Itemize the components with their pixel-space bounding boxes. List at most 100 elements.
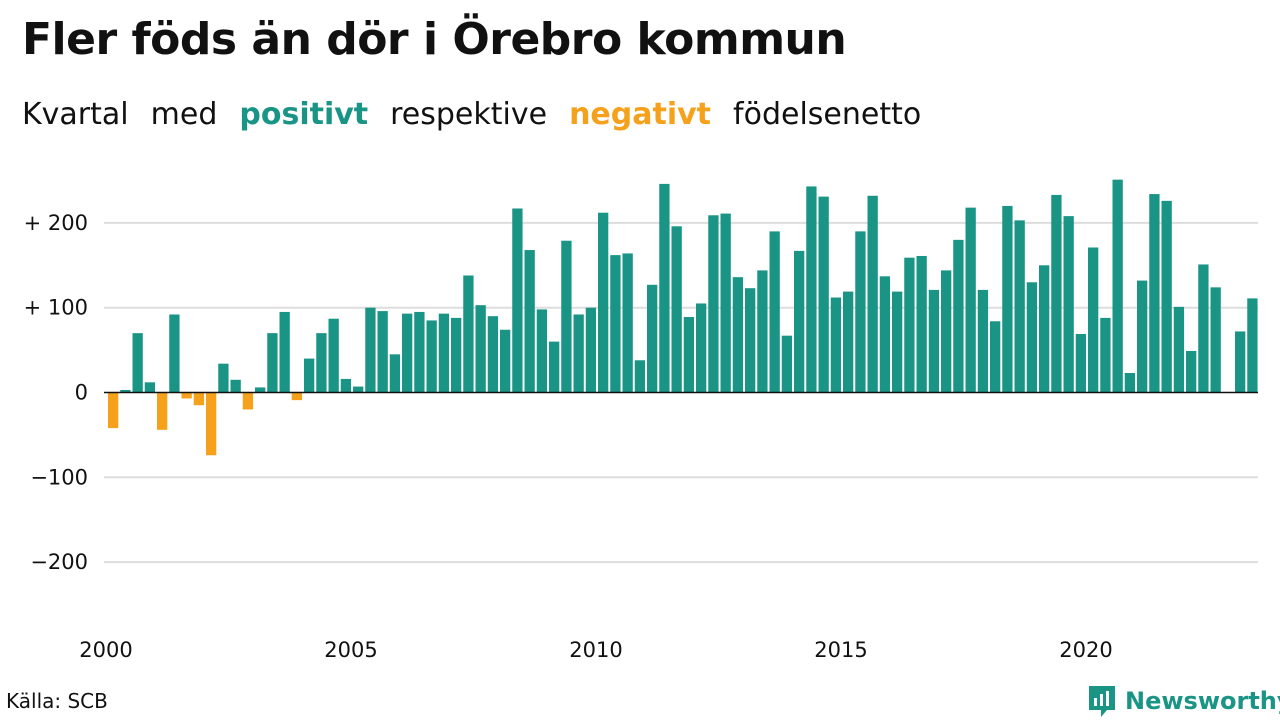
bar-positive xyxy=(977,289,989,393)
axis-labels: + 200 + 100 0 −100 −200 2000 2005 2010 2015 2020 xyxy=(24,211,1113,662)
subtitle-part-3: respektive xyxy=(390,97,548,132)
negative-legend-word: negativt xyxy=(569,97,712,132)
bar-positive xyxy=(916,255,927,393)
bar-negative xyxy=(291,392,303,401)
bar-negative xyxy=(193,392,205,406)
bar-positive xyxy=(585,307,597,393)
bar-positive xyxy=(1014,220,1025,393)
bar-positive xyxy=(451,317,462,393)
bar-positive xyxy=(941,270,952,393)
y-tick-label: + 200 xyxy=(24,211,88,235)
bar-positive xyxy=(549,341,560,393)
bar-positive xyxy=(990,321,1001,393)
brand-logo: Newsworthy xyxy=(1087,684,1280,718)
bar-positive xyxy=(1247,298,1258,393)
bar-negative xyxy=(181,392,192,399)
bar-positive xyxy=(757,270,768,393)
bar-positive xyxy=(622,253,633,393)
x-tick-label: 2000 xyxy=(79,638,132,662)
bar-positive xyxy=(279,311,290,393)
bar-positive xyxy=(781,335,793,393)
bar-positive xyxy=(598,212,609,393)
bar-positive xyxy=(855,231,866,393)
bar-positive xyxy=(573,314,584,393)
bar-positive xyxy=(255,387,266,393)
bar-positive xyxy=(1186,350,1197,393)
y-tick-label: −100 xyxy=(30,465,88,489)
bar-positive xyxy=(879,276,891,393)
bar-positive xyxy=(353,386,364,393)
bar-positive xyxy=(365,307,376,393)
bar-positive xyxy=(671,226,682,393)
bar-positive xyxy=(965,207,976,393)
x-tick-label: 2010 xyxy=(569,638,622,662)
bar-positive xyxy=(1002,205,1013,393)
bar-chart: + 200 + 100 0 −100 −200 2000 2005 2010 2015 2020 xyxy=(24,179,1258,662)
bar-positive xyxy=(1173,306,1185,393)
bar-positive xyxy=(328,318,339,393)
subtitle-part-1: Kvartal xyxy=(22,97,129,132)
bar-positive xyxy=(512,208,523,393)
bar-positive xyxy=(426,320,437,393)
bar-positive xyxy=(500,329,511,393)
bar-positive xyxy=(708,215,719,393)
x-tick-label: 2005 xyxy=(324,638,377,662)
bar-positive xyxy=(377,311,388,393)
bar-positive xyxy=(438,313,450,393)
bar-positive xyxy=(683,317,695,393)
bar-positive xyxy=(696,303,707,393)
bar-positive xyxy=(1198,264,1209,393)
bar-positive xyxy=(769,231,780,393)
bar-positive xyxy=(1039,265,1050,393)
bar-positive xyxy=(169,314,180,393)
bar-positive xyxy=(267,333,278,393)
bar-positive xyxy=(830,297,842,393)
y-tick-label: −200 xyxy=(30,550,88,574)
bar-positive xyxy=(745,288,756,393)
subtitle-part-4: födelsenetto xyxy=(733,97,922,132)
bar-positive xyxy=(389,354,401,393)
bar-positive xyxy=(316,333,327,393)
bar-positive xyxy=(1088,247,1099,393)
bar-positive xyxy=(144,382,156,393)
bar-positive xyxy=(1235,331,1246,393)
bar-positive xyxy=(1210,287,1221,393)
bar-positive xyxy=(1063,216,1074,393)
bar-positive xyxy=(414,311,425,393)
bar-positive xyxy=(1051,194,1062,393)
subtitle-part-2: med xyxy=(150,97,218,132)
bar-negative xyxy=(206,392,217,456)
bar-positive xyxy=(647,284,658,393)
x-tick-label: 2015 xyxy=(814,638,867,662)
bar-positive xyxy=(720,213,731,393)
bar-positive xyxy=(953,239,964,393)
bar-positive xyxy=(610,255,621,393)
bar-positive xyxy=(904,257,915,393)
y-tick-label: + 100 xyxy=(24,296,88,320)
bar-positive xyxy=(475,305,486,393)
bar-positive xyxy=(892,291,903,393)
bar-positive xyxy=(1161,200,1172,393)
bar-positive xyxy=(867,195,878,393)
bar-positive xyxy=(132,333,143,393)
y-tick-label: 0 xyxy=(75,381,88,405)
bar-positive xyxy=(463,275,474,393)
bar-positive xyxy=(1100,317,1111,393)
bar-positive xyxy=(794,250,805,393)
bar-positive xyxy=(1137,280,1148,393)
bar-positive xyxy=(818,196,829,393)
bar-positive xyxy=(1149,194,1160,393)
bar-positive xyxy=(1075,333,1087,393)
bar-positive xyxy=(524,250,535,393)
bar-positive xyxy=(218,363,229,393)
bar-positive xyxy=(634,360,646,393)
bars xyxy=(104,179,1258,456)
bar-negative xyxy=(108,392,119,429)
brand-name: Newsworthy xyxy=(1125,687,1280,715)
x-tick-label: 2020 xyxy=(1059,638,1112,662)
bar-positive xyxy=(487,316,499,393)
bar-positive xyxy=(304,358,315,393)
bar-negative xyxy=(157,392,168,430)
source-note: Källa: SCB xyxy=(6,689,108,713)
bar-positive xyxy=(928,289,940,393)
